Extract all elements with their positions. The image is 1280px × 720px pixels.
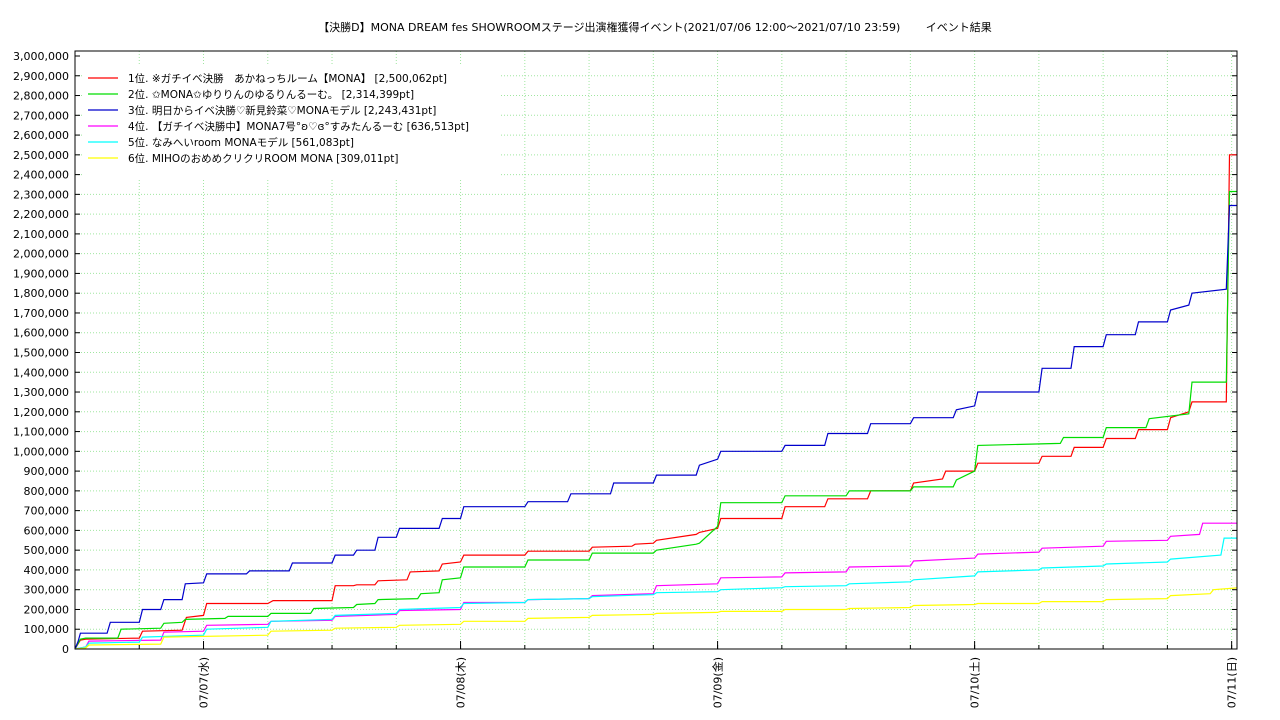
series-line-4 (74, 522, 1237, 650)
legend-label-1: 1位. ※ガチイベ決勝 あかねっちルーム【MONA】 [2,500,062pt] (128, 72, 447, 85)
y-tick-label: 3,000,000 (13, 50, 69, 63)
y-tick-label: 300,000 (24, 584, 70, 597)
series-line-5 (74, 537, 1237, 650)
x-tick-label: 07/08(木) (455, 657, 468, 708)
x-tick-label: 07/11(日) (1226, 657, 1239, 708)
y-tick-label: 1,200,000 (13, 406, 69, 419)
y-tick-label: 800,000 (24, 485, 70, 498)
x-tick-label: 07/09(金) (711, 657, 725, 708)
y-tick-label: 2,800,000 (13, 90, 69, 103)
series-line-2 (74, 190, 1237, 650)
legend-label-6: 6位. MIHOのおめめクリクリROOM MONA [309,011pt] (128, 152, 399, 165)
y-tick-label: 2,100,000 (13, 228, 69, 241)
y-tick-label: 1,600,000 (13, 327, 69, 340)
y-tick-label: 700,000 (24, 505, 70, 518)
legend-label-2: 2位. ✩MONA✩ゆりりんのゆるりんるーむ。 [2,314,399pt] (128, 88, 414, 101)
y-tick-label: 1,500,000 (13, 347, 69, 360)
series-lines (74, 154, 1238, 650)
y-tick-label: 2,400,000 (13, 169, 69, 182)
x-axis-ticks: 07/07(水) 07/08(木) 07/09(金) 07/10(土) 07/11(日) (74, 641, 1239, 708)
y-tick-label: 2,900,000 (13, 70, 69, 83)
y-tick-label: 200,000 (24, 603, 70, 616)
y-tick-label: 100,000 (24, 623, 70, 636)
y-tick-label: 2,600,000 (13, 129, 69, 142)
y-tick-label: 1,400,000 (13, 366, 69, 379)
y-tick-label: 0 (62, 643, 69, 656)
series-line-6 (74, 587, 1238, 650)
y-tick-label: 2,700,000 (13, 109, 69, 122)
y-tick-label: 900,000 (24, 465, 70, 478)
chart-title: 【決勝D】MONA DREAM fes SHOWROOMステージ出演権獲得イベン… (318, 20, 992, 34)
y-tick-label: 500,000 (24, 544, 70, 557)
y-tick-label: 1,000,000 (13, 445, 69, 458)
legend-label-3: 3位. 明日からイベ決勝♡新見鈴菜♡MONAモデル [2,243,431pt] (128, 104, 436, 117)
y-tick-label: 1,700,000 (13, 307, 69, 320)
y-tick-label: 1,100,000 (13, 426, 69, 439)
plot-frame (74, 50, 1238, 650)
y-tick-label: 1,300,000 (13, 386, 69, 399)
x-tick-label: 07/07(水) (198, 657, 211, 708)
legend-box (84, 64, 500, 178)
legend: 1位. ※ガチイベ決勝 あかねっちルーム【MONA】 [2,500,062pt]… (84, 64, 500, 178)
legend-label-5: 5位. なみへいroom MONAモデル [561,083pt] (128, 136, 354, 149)
series-line-3 (74, 204, 1237, 650)
y-tick-label: 2,300,000 (13, 188, 69, 201)
y-tick-label: 1,800,000 (13, 287, 69, 300)
y-tick-label: 2,500,000 (13, 149, 69, 162)
y-tick-label: 1,900,000 (13, 267, 69, 280)
y-axis-ticks: 0 100,000 200,000 300,000 400,000 500,000 600,… (13, 50, 1237, 656)
x-tick-label: 07/10(土) (969, 657, 982, 708)
y-tick-label: 2,200,000 (13, 208, 69, 221)
y-tick-label: 600,000 (24, 524, 70, 537)
y-tick-label: 400,000 (24, 564, 70, 577)
legend-label-4: 4位. 【ガチイベ決勝中】MONA7号°ʚ♡ɞ°すみたんるーむ [636,513… (128, 120, 469, 133)
series-line-1 (74, 154, 1237, 650)
y-tick-label: 2,000,000 (13, 248, 69, 261)
